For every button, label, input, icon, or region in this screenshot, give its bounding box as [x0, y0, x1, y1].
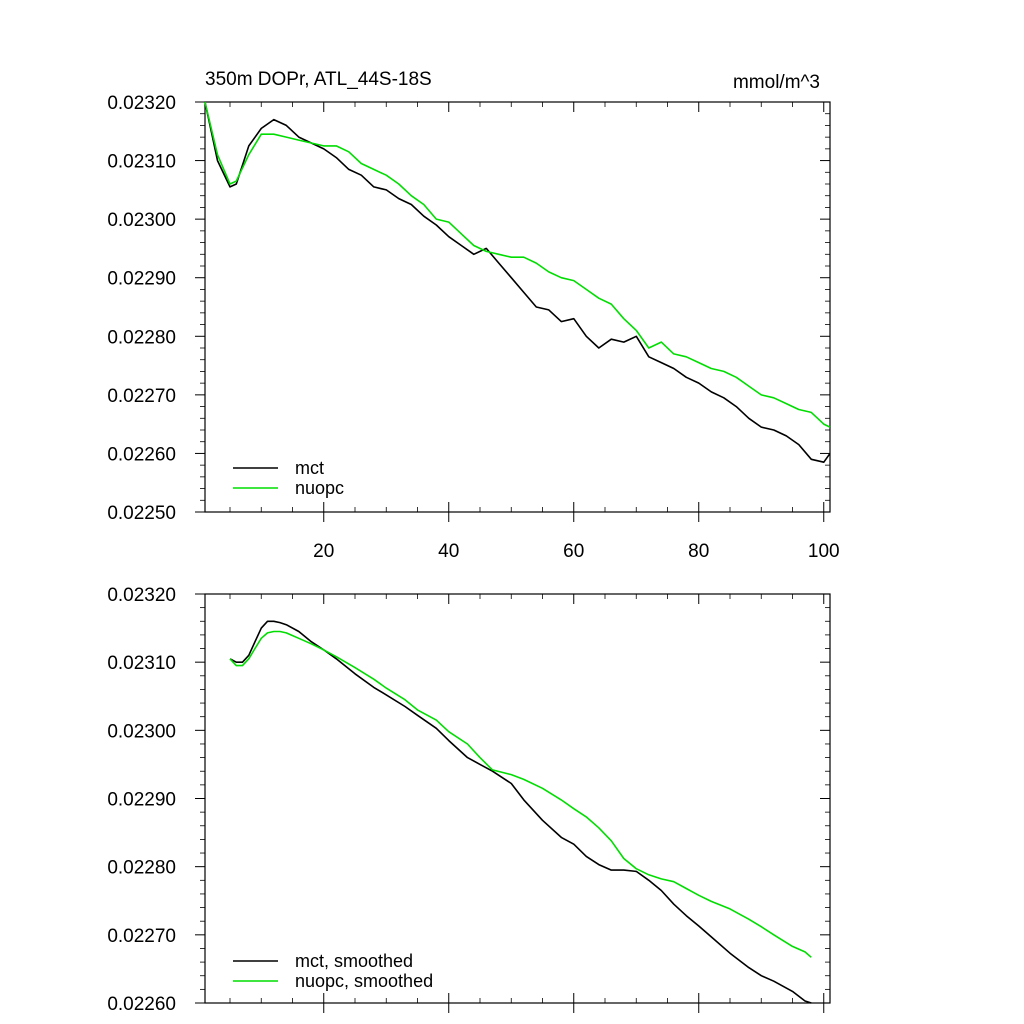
- y-tick-label: 0.02290: [107, 790, 176, 811]
- units-label: mmol/m^3: [733, 72, 820, 93]
- legend-label: mct, smoothed: [295, 951, 413, 971]
- x-tick-label: 20: [313, 541, 334, 562]
- y-tick-label: 0.02290: [107, 269, 176, 290]
- x-tick-label: 40: [438, 541, 459, 562]
- x-tick-label: 100: [808, 541, 840, 562]
- legend-label: mct: [295, 458, 324, 478]
- plot-frame: [204, 101, 831, 513]
- x-tick-label: 60: [563, 541, 584, 562]
- y-tick-label: 0.02270: [107, 926, 176, 947]
- y-tick-label: 0.02320: [107, 585, 176, 606]
- y-tick-label: 0.02300: [107, 210, 176, 231]
- chart-panel-2: 0.02260 0.02270 0.02280 0.02290 0.02300 0.023…: [107, 585, 831, 1015]
- series-line-nuopc-smoothed: [229, 630, 812, 958]
- series-line-mct: [204, 101, 831, 464]
- y-tick-label: 0.02260: [107, 444, 176, 465]
- legend-label: nuopc: [295, 478, 344, 498]
- y-tick-label: 0.02280: [107, 858, 176, 879]
- y-tick-label: 0.02310: [107, 653, 176, 674]
- y-tick-label: 0.02300: [107, 721, 176, 742]
- y-tick-label: 0.02270: [107, 386, 176, 407]
- series-line-mct-smoothed: [229, 620, 812, 1004]
- chart-title: 350m DOPr, ATL_44S-18S: [205, 69, 432, 90]
- series-line-nuopc: [204, 101, 831, 428]
- plot-frame: [204, 593, 831, 1004]
- y-tick-label: 0.02250: [107, 503, 176, 524]
- y-tick-label: 0.02280: [107, 327, 176, 348]
- x-tick-label: 80: [688, 541, 709, 562]
- legend-label: nuopc, smoothed: [295, 971, 433, 991]
- y-tick-label: 0.02310: [107, 152, 176, 173]
- y-tick-label: 0.02260: [107, 994, 176, 1015]
- y-tick-label: 0.02320: [107, 93, 176, 114]
- chart-panel-1: 20 40 60 80 100 0.02250 0.02260 0.02270 0.02280 0…: [107, 69, 839, 562]
